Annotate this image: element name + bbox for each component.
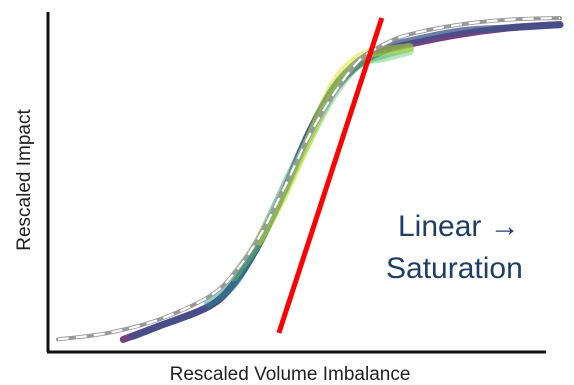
- annotation-line-2: Saturation: [386, 252, 523, 285]
- series-line-2: [129, 21, 564, 340]
- reference-curve-dashes: [57, 16, 561, 341]
- annotation-line-1: Linear →: [398, 210, 520, 243]
- reference-layer: [56, 16, 562, 342]
- series-line-5: [254, 43, 414, 246]
- x-axis-label: Rescaled Volume Imbalance: [170, 364, 411, 385]
- fit-layer: [276, 17, 385, 334]
- y-axis-label: Rescaled Impact: [14, 109, 35, 251]
- reference-curve: [56, 16, 562, 342]
- series-layer: [119, 21, 564, 343]
- linear-fit-line: [276, 17, 385, 334]
